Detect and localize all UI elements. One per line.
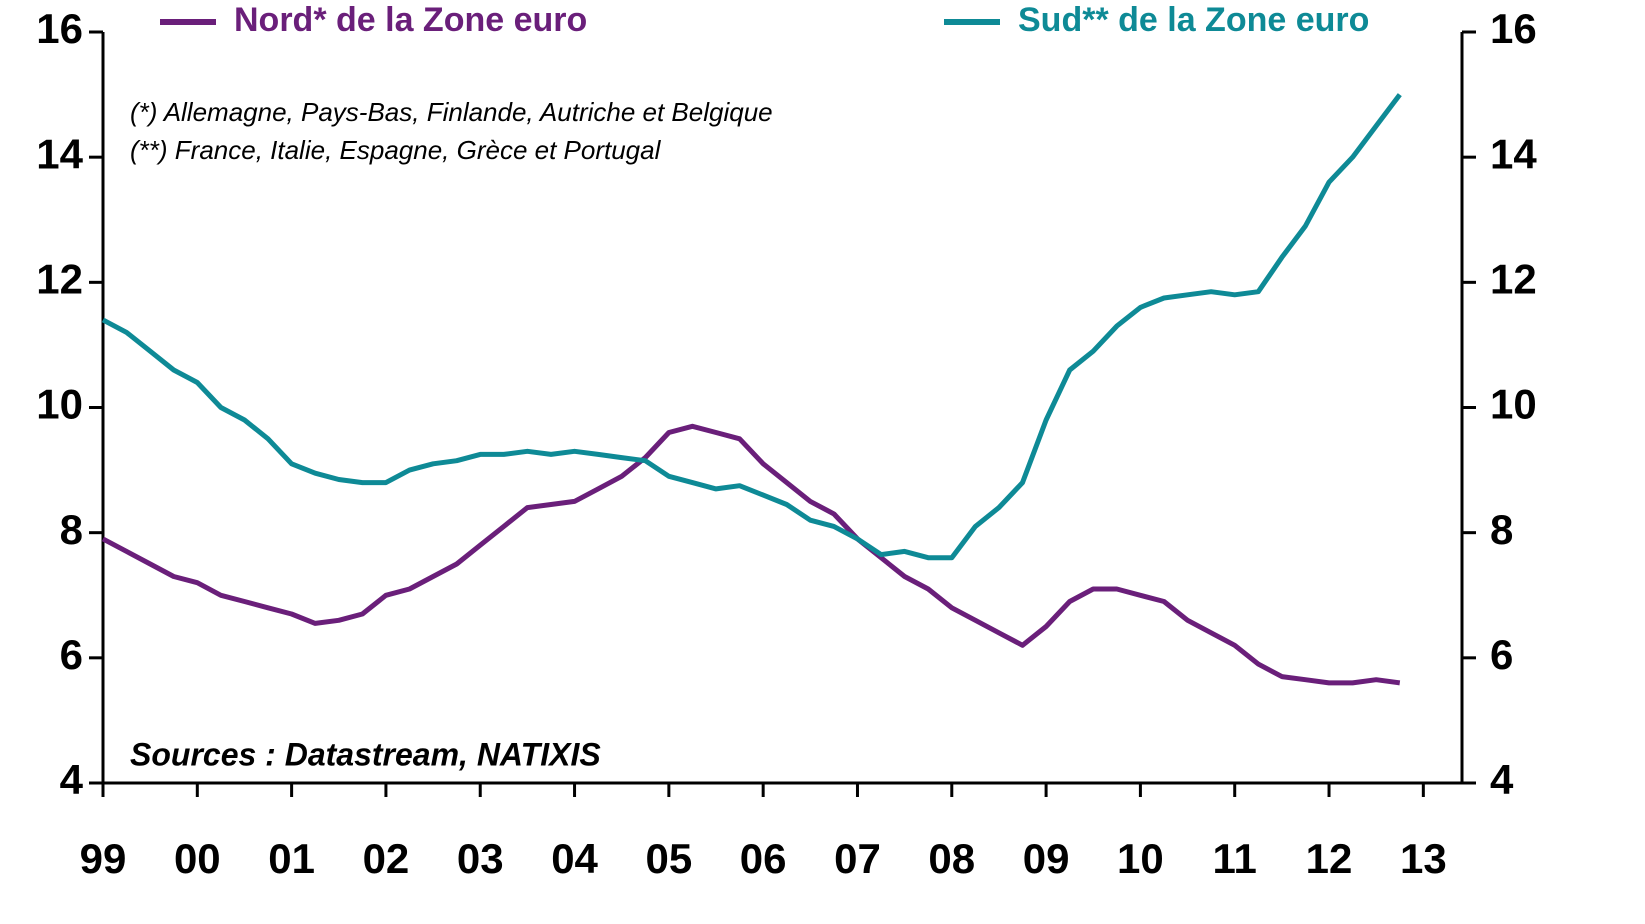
legend-label: Nord* de la Zone euro [234,1,587,39]
y-tick-label: 4 [60,756,84,803]
y-tick-label: 12 [36,255,83,302]
x-tick-label: 00 [174,835,221,882]
x-tick-label: 10 [1117,835,1164,882]
y2-tick-label: 8 [1490,506,1513,553]
y2-tick-label: 4 [1490,756,1514,803]
x-tick-label: 08 [928,835,975,882]
annotation: (*) Allemagne, Pays-Bas, Finlande, Autri… [130,97,773,127]
x-tick-label: 03 [457,835,504,882]
y2-tick-label: 10 [1490,381,1537,428]
legend-label: Sud** de la Zone euro [1018,1,1369,39]
y-tick-label: 6 [60,631,83,678]
x-tick-label: 13 [1400,835,1447,882]
x-tick-label: 02 [363,835,410,882]
x-tick-label: 99 [80,835,127,882]
y2-tick-label: 14 [1490,130,1537,177]
x-tick-label: 11 [1213,835,1257,882]
x-tick-label: 06 [740,835,787,882]
x-tick-label: 04 [551,835,598,882]
y2-tick-label: 16 [1490,5,1537,52]
series-line [101,93,1402,561]
annotation: (**) France, Italie, Espagne, Grèce et P… [130,135,662,165]
y-tick-label: 8 [60,506,83,553]
source: Sources : Datastream, NATIXIS [130,736,601,772]
x-tick-label: 09 [1023,835,1070,882]
y-tick-label: 16 [36,5,83,52]
y-tick-label: 10 [36,381,83,428]
y2-tick-label: 12 [1490,255,1537,302]
series-line [101,423,1401,686]
x-tick-label: 01 [268,835,315,882]
x-tick-label: 12 [1306,835,1353,882]
x-tick-label: 05 [645,835,692,882]
y2-tick-label: 6 [1490,631,1513,678]
y-tick-label: 14 [36,130,83,177]
x-tick-label: 07 [834,835,881,882]
